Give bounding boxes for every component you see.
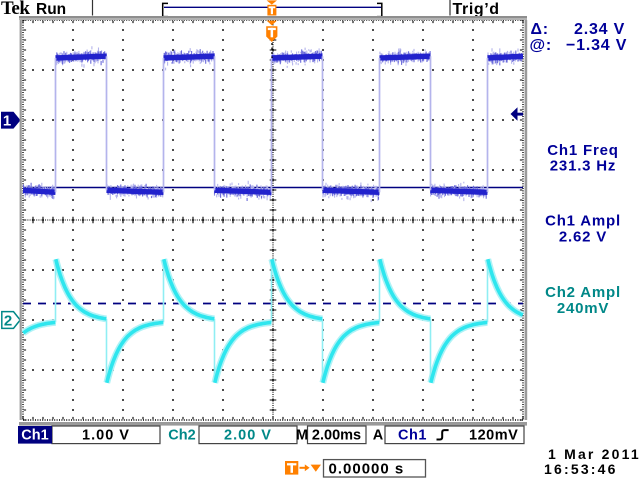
svg-text:Ch1: Ch1 [21,427,48,443]
svg-text:Ch1 Ampl: Ch1 Ampl [545,213,621,230]
svg-text:@:: @: [530,37,553,54]
svg-text:Ch1: Ch1 [398,427,427,443]
svg-text:Trig’d: Trig’d [453,1,500,18]
svg-text:Ch2: Ch2 [168,427,195,443]
svg-text:2.62 V: 2.62 V [559,228,607,245]
svg-text:1: 1 [3,113,11,130]
svg-text:1.00 V: 1.00 V [82,427,130,443]
svg-text:M: M [296,427,308,443]
svg-text:A: A [373,427,384,443]
svg-text:2.34 V: 2.34 V [574,21,625,38]
svg-text:Δ:: Δ: [531,21,549,38]
svg-text:240mV: 240mV [557,300,609,317]
svg-text:2.00 V: 2.00 V [224,427,272,443]
svg-text:2.00ms: 2.00ms [312,427,361,443]
svg-text:2: 2 [4,312,12,329]
svg-text:Ch2 Ampl: Ch2 Ampl [545,284,621,301]
svg-text:−1.34 V: −1.34 V [566,37,627,54]
svg-text:1 Mar 2011: 1 Mar 2011 [548,446,640,462]
svg-text:Ch1 Freq: Ch1 Freq [547,142,618,159]
svg-text:Tek: Tek [1,0,30,19]
svg-text:120mV: 120mV [469,427,518,443]
svg-text:0.00000 s: 0.00000 s [329,460,405,477]
svg-text:231.3 Hz: 231.3 Hz [550,158,616,175]
svg-text:16:53:46: 16:53:46 [544,461,618,477]
svg-text:Run: Run [36,1,66,18]
